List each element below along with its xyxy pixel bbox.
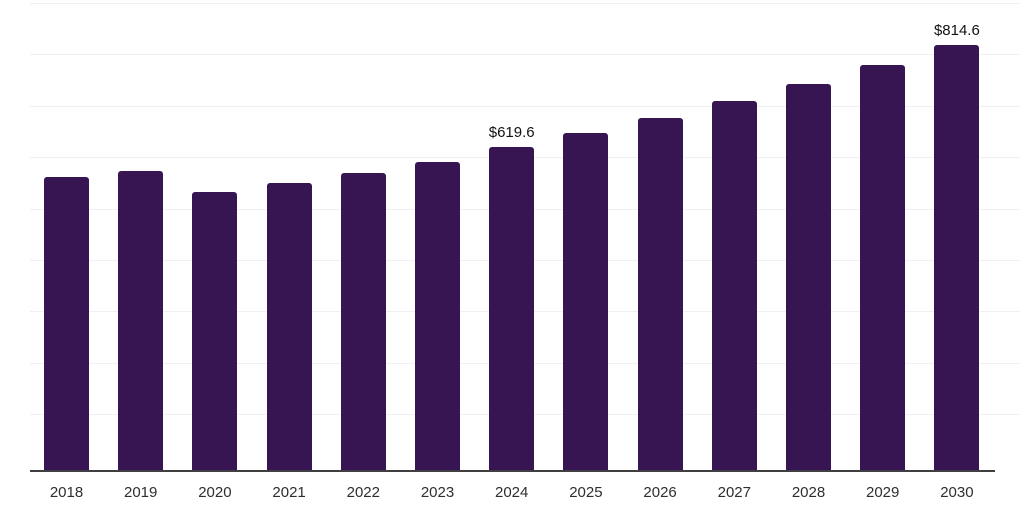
x-axis-label-2030: 2030 (940, 484, 974, 501)
bar-2025 (563, 133, 609, 471)
x-axis-label-2028: 2028 (791, 484, 826, 501)
bar-2021 (266, 183, 312, 471)
x-axis-label-2027: 2027 (717, 484, 751, 501)
bar-2022 (340, 172, 386, 471)
x-axis-label-2019: 2019 (124, 484, 158, 501)
gridline-800 (30, 54, 1020, 56)
x-axis-label-2029: 2029 (866, 484, 900, 501)
bar-2019 (118, 171, 164, 471)
x-axis-label-2022: 2022 (346, 484, 380, 501)
x-axis-label-2025: 2025 (569, 484, 603, 501)
bar-2029 (860, 65, 906, 471)
bar-2018 (44, 177, 89, 471)
bar-2026 (637, 117, 683, 471)
gridline-700 (30, 105, 1020, 107)
bar-2024 (489, 146, 535, 471)
bar-2027 (711, 101, 757, 471)
x-axis-line (30, 470, 995, 472)
bar-2020 (192, 192, 238, 471)
x-axis-label-2021: 2021 (272, 484, 306, 501)
data-label-2030: $814.6 (933, 21, 980, 39)
x-axis-label-2024: 2024 (495, 484, 529, 501)
gridline-900 (30, 2, 1020, 4)
bar-2030 (934, 44, 980, 471)
bar-2023 (415, 161, 460, 471)
data-label-2024: $619.6 (488, 123, 535, 141)
x-axis-label-2018: 2018 (49, 484, 84, 501)
x-axis-label-2026: 2026 (643, 484, 677, 501)
bar-2028 (786, 83, 831, 471)
x-axis-label-2023: 2023 (420, 484, 455, 501)
x-axis-label-2020: 2020 (198, 484, 232, 501)
